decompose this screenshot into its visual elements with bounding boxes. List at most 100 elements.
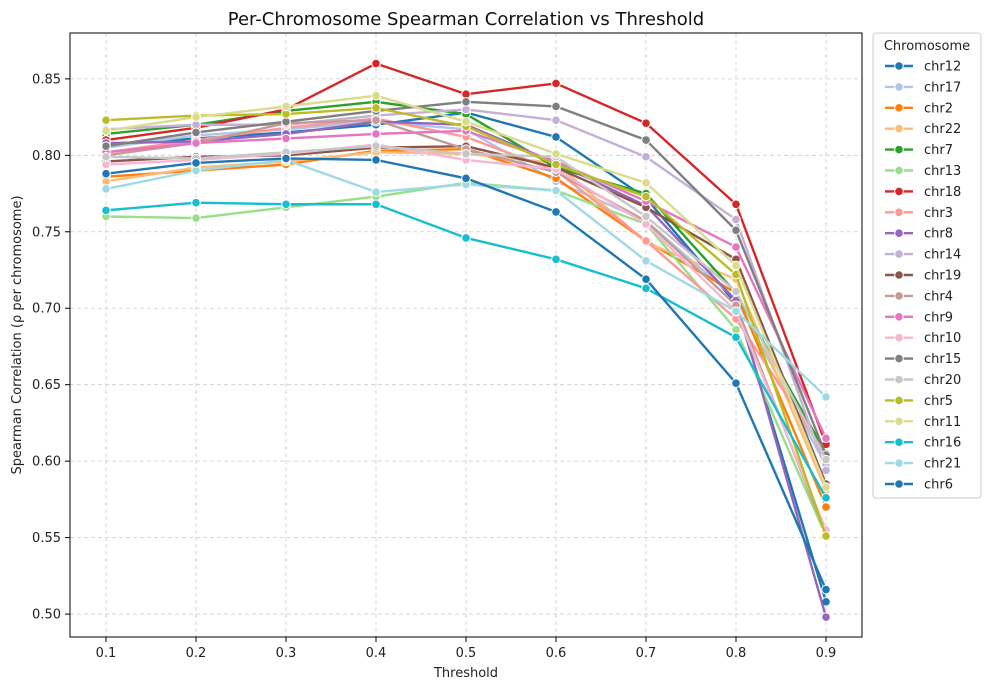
point-chr11-0.7 — [641, 178, 651, 188]
legend-label: chr2 — [924, 101, 953, 116]
legend-label: chr3 — [924, 206, 953, 221]
legend-swatch-marker — [894, 123, 904, 134]
legend-swatch-marker — [894, 458, 904, 468]
point-chr21-0.8 — [731, 306, 741, 317]
legend-swatch-marker — [894, 437, 904, 448]
y-axis-label: Spearman Correlation (ρ per chromosome) — [10, 195, 25, 474]
point-chr2-0.9 — [821, 502, 831, 512]
point-chr11-0.5 — [461, 116, 471, 127]
legend-label: chr12 — [924, 60, 961, 75]
legend-swatch-marker — [894, 332, 904, 343]
point-chr6-0.3 — [281, 153, 291, 164]
legend-label: chr17 — [924, 80, 961, 95]
legend-swatch-marker — [894, 291, 904, 301]
legend-items: chr12 chr17 chr2 chr22 chr7 chr13 chr18 chr3 chr… — [885, 60, 961, 493]
point-chr11-0.6 — [551, 149, 561, 159]
legend-swatch-marker — [894, 186, 904, 197]
y-tick-label: 0.65 — [32, 378, 61, 393]
legend-item-chr2: chr2 — [885, 101, 953, 116]
legend-label: chr15 — [924, 352, 961, 367]
legend-label: chr19 — [924, 269, 961, 284]
point-chr11-0.9 — [821, 482, 831, 492]
legend-item-chr8: chr8 — [885, 227, 953, 242]
point-chr16-0.4 — [371, 199, 381, 210]
series-chr16 — [101, 197, 831, 503]
y-tick-label: 0.70 — [32, 302, 61, 317]
point-chr21-0.7 — [641, 256, 651, 266]
legend-swatch-marker — [894, 479, 904, 489]
legend-swatch-marker — [894, 270, 904, 280]
point-chr5-0.7 — [641, 191, 651, 202]
legend-item-chr21: chr21 — [885, 457, 961, 472]
point-chr9-0.3 — [281, 133, 291, 144]
point-chr13-0.2 — [191, 213, 201, 223]
legend-item-chr11: chr11 — [885, 415, 961, 430]
x-tick-label: 0.4 — [366, 646, 387, 661]
point-chr20-0.9 — [821, 454, 831, 465]
legend-label: chr7 — [924, 143, 953, 158]
legend-label: chr14 — [924, 248, 961, 263]
point-chr21-0.1 — [101, 184, 111, 194]
point-chr21-0.6 — [551, 185, 561, 196]
legend-swatch-marker — [894, 165, 904, 176]
point-chr21-0.4 — [371, 187, 381, 197]
x-tick-label: 0.6 — [546, 646, 567, 661]
point-chr16-0.5 — [461, 233, 471, 243]
point-chr5-0.4 — [371, 103, 381, 113]
legend-item-chr14: chr14 — [885, 248, 961, 263]
series-chr21 — [101, 155, 831, 402]
point-chr3-0.7 — [641, 236, 651, 246]
legend-swatch-marker — [894, 61, 904, 71]
point-chr5-0.1 — [101, 115, 111, 125]
point-chr9-0.4 — [371, 129, 381, 139]
point-chr5-0.9 — [821, 531, 831, 541]
legend-item-chr16: chr16 — [885, 436, 961, 451]
legend-swatch-marker — [894, 353, 904, 364]
legend-item-chr6: chr6 — [885, 478, 953, 493]
point-chr16-0.8 — [731, 332, 741, 343]
legend-swatch-marker — [894, 312, 904, 322]
point-chr18-0.7 — [641, 118, 651, 129]
legend-label: chr10 — [924, 331, 961, 346]
point-chr15-0.8 — [731, 225, 741, 236]
legend-swatch-marker — [894, 416, 904, 427]
legend-swatch-marker — [894, 228, 904, 238]
point-chr14-0.9 — [821, 465, 831, 476]
series-lines — [101, 58, 831, 622]
y-tick-label: 0.60 — [32, 455, 61, 470]
legend-swatch-marker — [894, 207, 904, 218]
legend-label: chr22 — [924, 122, 961, 137]
legend-label: chr9 — [924, 310, 953, 325]
point-chr15-0.1 — [101, 141, 111, 151]
point-chr16-0.6 — [551, 254, 561, 265]
legend-label: chr5 — [924, 394, 953, 409]
point-chr9-0.9 — [821, 433, 831, 444]
legend-item-chr13: chr13 — [885, 164, 961, 179]
point-chr9-0.2 — [191, 138, 201, 148]
point-chr20-0.8 — [731, 286, 741, 297]
point-chr5-0.6 — [551, 159, 561, 170]
legend-item-chr17: chr17 — [885, 80, 961, 95]
legend-label: chr21 — [924, 457, 961, 472]
point-chr20-0.5 — [461, 149, 471, 159]
x-tick-label: 0.2 — [186, 646, 207, 661]
legend-title: Chromosome — [884, 39, 970, 54]
legend-swatch-marker — [894, 374, 904, 385]
point-chr9-0.8 — [731, 242, 741, 252]
point-chr4-0.4 — [371, 115, 381, 125]
legend-item-chr12: chr12 — [885, 60, 961, 75]
point-chr6-0.6 — [551, 207, 561, 217]
point-chr15-0.5 — [461, 97, 471, 107]
legend-item-chr7: chr7 — [885, 143, 953, 158]
legend-label: chr8 — [924, 227, 953, 242]
axes: 0.1 0.2 0.3 0.4 0.5 0.6 0.7 0.8 0.9 0.50 0.55 0.60 0… — [32, 72, 836, 661]
y-tick-label: 0.50 — [32, 608, 61, 623]
point-chr6-0.2 — [191, 158, 201, 168]
legend-item-chr10: chr10 — [885, 331, 961, 346]
legend-label: chr20 — [924, 373, 961, 388]
legend-label: chr18 — [924, 185, 961, 200]
point-chr6-0.7 — [641, 274, 651, 284]
legend-item-chr5: chr5 — [885, 394, 953, 409]
legend-item-chr19: chr19 — [885, 269, 961, 284]
series-chr11 — [101, 90, 831, 492]
